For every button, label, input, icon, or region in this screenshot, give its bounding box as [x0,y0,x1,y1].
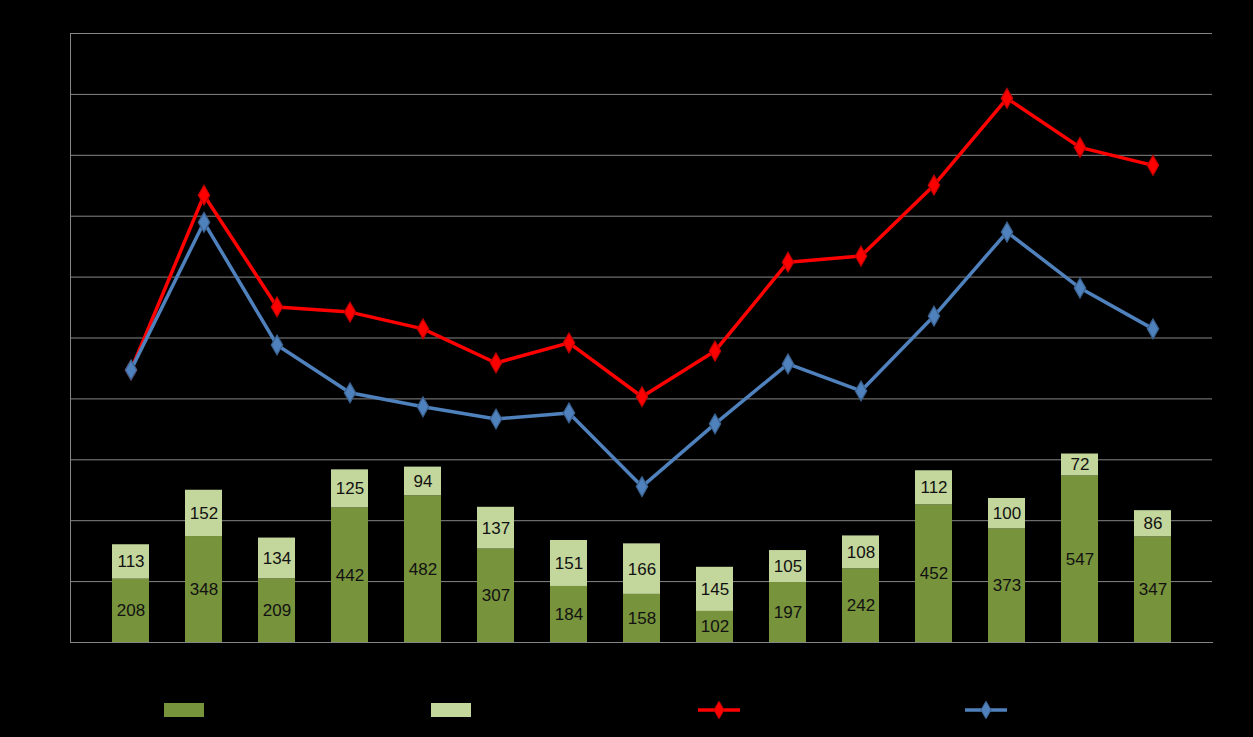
svg-text:307: 307 [482,586,510,605]
svg-text:112: 112 [920,478,947,497]
svg-text:442: 442 [336,566,364,585]
svg-text:134: 134 [263,549,291,568]
svg-text:94: 94 [414,472,433,491]
svg-text:166: 166 [628,560,656,579]
svg-text:152: 152 [190,504,218,523]
svg-text:113: 113 [117,552,144,571]
svg-text:209: 209 [263,601,291,620]
svg-text:208: 208 [117,601,145,620]
svg-text:151: 151 [555,554,583,573]
svg-text:197: 197 [774,603,802,622]
svg-text:137: 137 [482,519,510,538]
svg-text:158: 158 [628,609,656,628]
svg-text:86: 86 [1144,514,1163,533]
svg-text:348: 348 [190,580,218,599]
svg-text:373: 373 [993,576,1021,595]
svg-text:547: 547 [1066,550,1094,569]
svg-text:347: 347 [1139,580,1167,599]
svg-text:184: 184 [555,605,583,624]
svg-text:100: 100 [993,504,1021,523]
svg-text:108: 108 [847,543,875,562]
svg-text:482: 482 [409,560,437,579]
svg-text:242: 242 [847,596,875,615]
svg-text:102: 102 [701,617,729,636]
svg-text:125: 125 [336,479,364,498]
svg-text:105: 105 [774,557,802,576]
svg-text:145: 145 [701,580,729,599]
svg-text:72: 72 [1071,455,1090,474]
svg-text:452: 452 [920,564,948,583]
